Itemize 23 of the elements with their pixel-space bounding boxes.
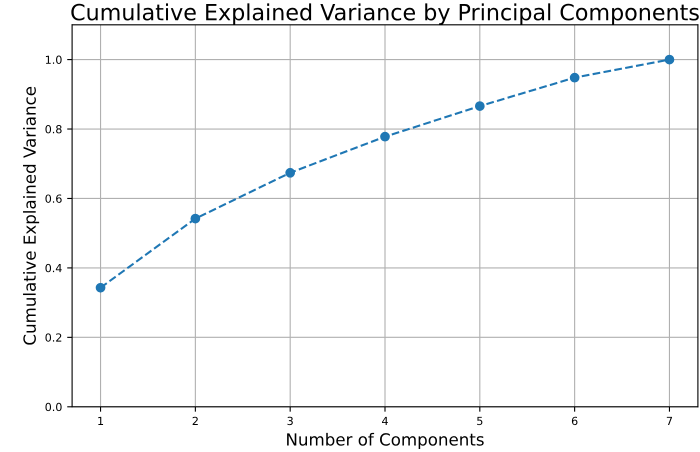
- x-tick-label: 6: [572, 416, 578, 426]
- x-tick-label: 4: [382, 416, 388, 425]
- y-tick-label: 0.4: [45, 264, 62, 272]
- y-tick-label: 0.6: [45, 194, 62, 203]
- y-tick-label: 0.0: [45, 402, 62, 412]
- point: [474, 101, 485, 111]
- point: [285, 168, 296, 178]
- x-tick-label: 1: [98, 416, 104, 425]
- x-axis-title: Number of Components: [287, 432, 484, 449]
- point: [380, 132, 390, 142]
- x-tick-label: 2: [192, 416, 198, 425]
- point: [190, 214, 200, 224]
- point: [96, 282, 106, 293]
- y-tick-label: 0.8: [45, 125, 62, 134]
- x-tick-label: 7: [666, 416, 672, 425]
- x-tick-label: 3: [287, 416, 293, 426]
- y-tick-label: 0.2: [45, 333, 62, 342]
- y-tick-label: 1.0: [46, 56, 62, 64]
- point: [664, 54, 674, 64]
- chart-title: Cumulative Explained Variance by Principal Components: [71, 3, 699, 25]
- x-tick-label: 5: [477, 416, 482, 426]
- y-axis-title: Cumulative Explained Variance: [23, 86, 40, 345]
- point: [570, 72, 580, 82]
